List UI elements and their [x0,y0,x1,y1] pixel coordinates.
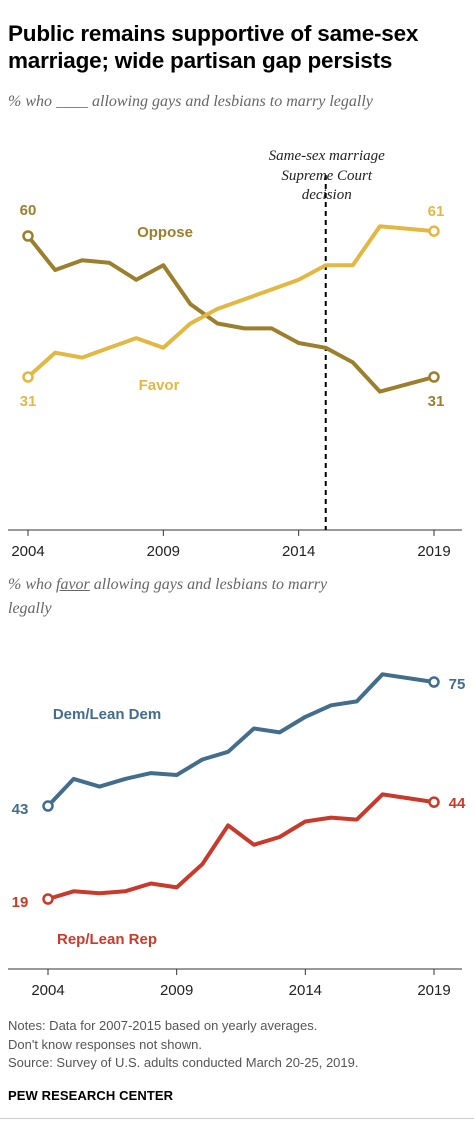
data-point [42,800,54,812]
end-value-label: 31 [428,393,445,410]
note-line: Notes: Data for 2007-2015 based on yearl… [8,1018,318,1033]
data-point [428,796,440,808]
chart2-subtitle-emphasis: favor [56,576,90,593]
end-value-label: 44 [449,795,466,812]
source-line: Source: Survey of U.S. adults conducted … [8,1055,359,1070]
start-value-label: 60 [20,202,37,219]
series-name-label: Dem/Lean Dem [53,706,161,723]
series-name-label: Favor [139,377,180,394]
x-tick-label: 2019 [417,543,450,560]
x-tick-label: 2004 [31,982,64,999]
x-tick-label: 2014 [282,543,315,560]
annotation-text: Supreme Court [281,168,373,184]
end-value-label: 75 [449,676,466,693]
end-value-label: 61 [428,203,445,220]
start-value-label: 31 [20,393,37,410]
overall-chart: 2004 2009 2014 2019 Same-sex marriage Supreme… [8,148,462,560]
note-line: Don't know responses not shown. [8,1036,202,1052]
annotation-text: Same-sex marriage [269,148,386,164]
bottom-divider [0,1118,474,1119]
x-tick-label: 2014 [289,982,322,999]
series-line-oppose [26,234,436,394]
start-value-label: 43 [12,801,29,818]
data-point [22,230,34,242]
chart-title: Public remains supportive of same-sex ma… [8,21,419,73]
x-tick-label: 2019 [417,982,450,999]
series-name-label: Oppose [137,224,193,241]
data-point [428,371,440,383]
chart2-subtitle-post: allowing gays and lesbians to marry lega… [8,576,328,617]
chart1-subtitle: % who ____ allowing gays and lesbians to… [8,93,373,110]
series-name-label: Rep/Lean Rep [57,931,157,948]
chart2-subtitle-pre: % who [8,576,56,593]
series-line-favor [26,224,436,379]
chart2-subtitle: % who favor allowing gays and lesbians t… [8,573,368,621]
partisan-chart: 2004 2009 2014 2019 43 75 Dem/Lean Dem 19 44 Rep/… [8,672,466,999]
start-value-label: 19 [12,894,29,911]
pew-credit: PEW RESEARCH CENTER [8,1088,174,1103]
data-point [428,225,440,237]
data-point [428,676,440,688]
x-tick-label: 2009 [147,543,180,560]
series-line-dem-lean-dem [46,672,436,808]
annotation-text: decision [302,187,352,203]
x-tick-label: 2009 [160,982,193,999]
notes: Notes: Data for 2007-2015 based on yearl… [8,1017,358,1073]
data-point [42,893,54,905]
series-line-rep-lean-rep [46,792,436,901]
data-point [22,371,34,383]
x-tick-label: 2004 [11,543,44,560]
